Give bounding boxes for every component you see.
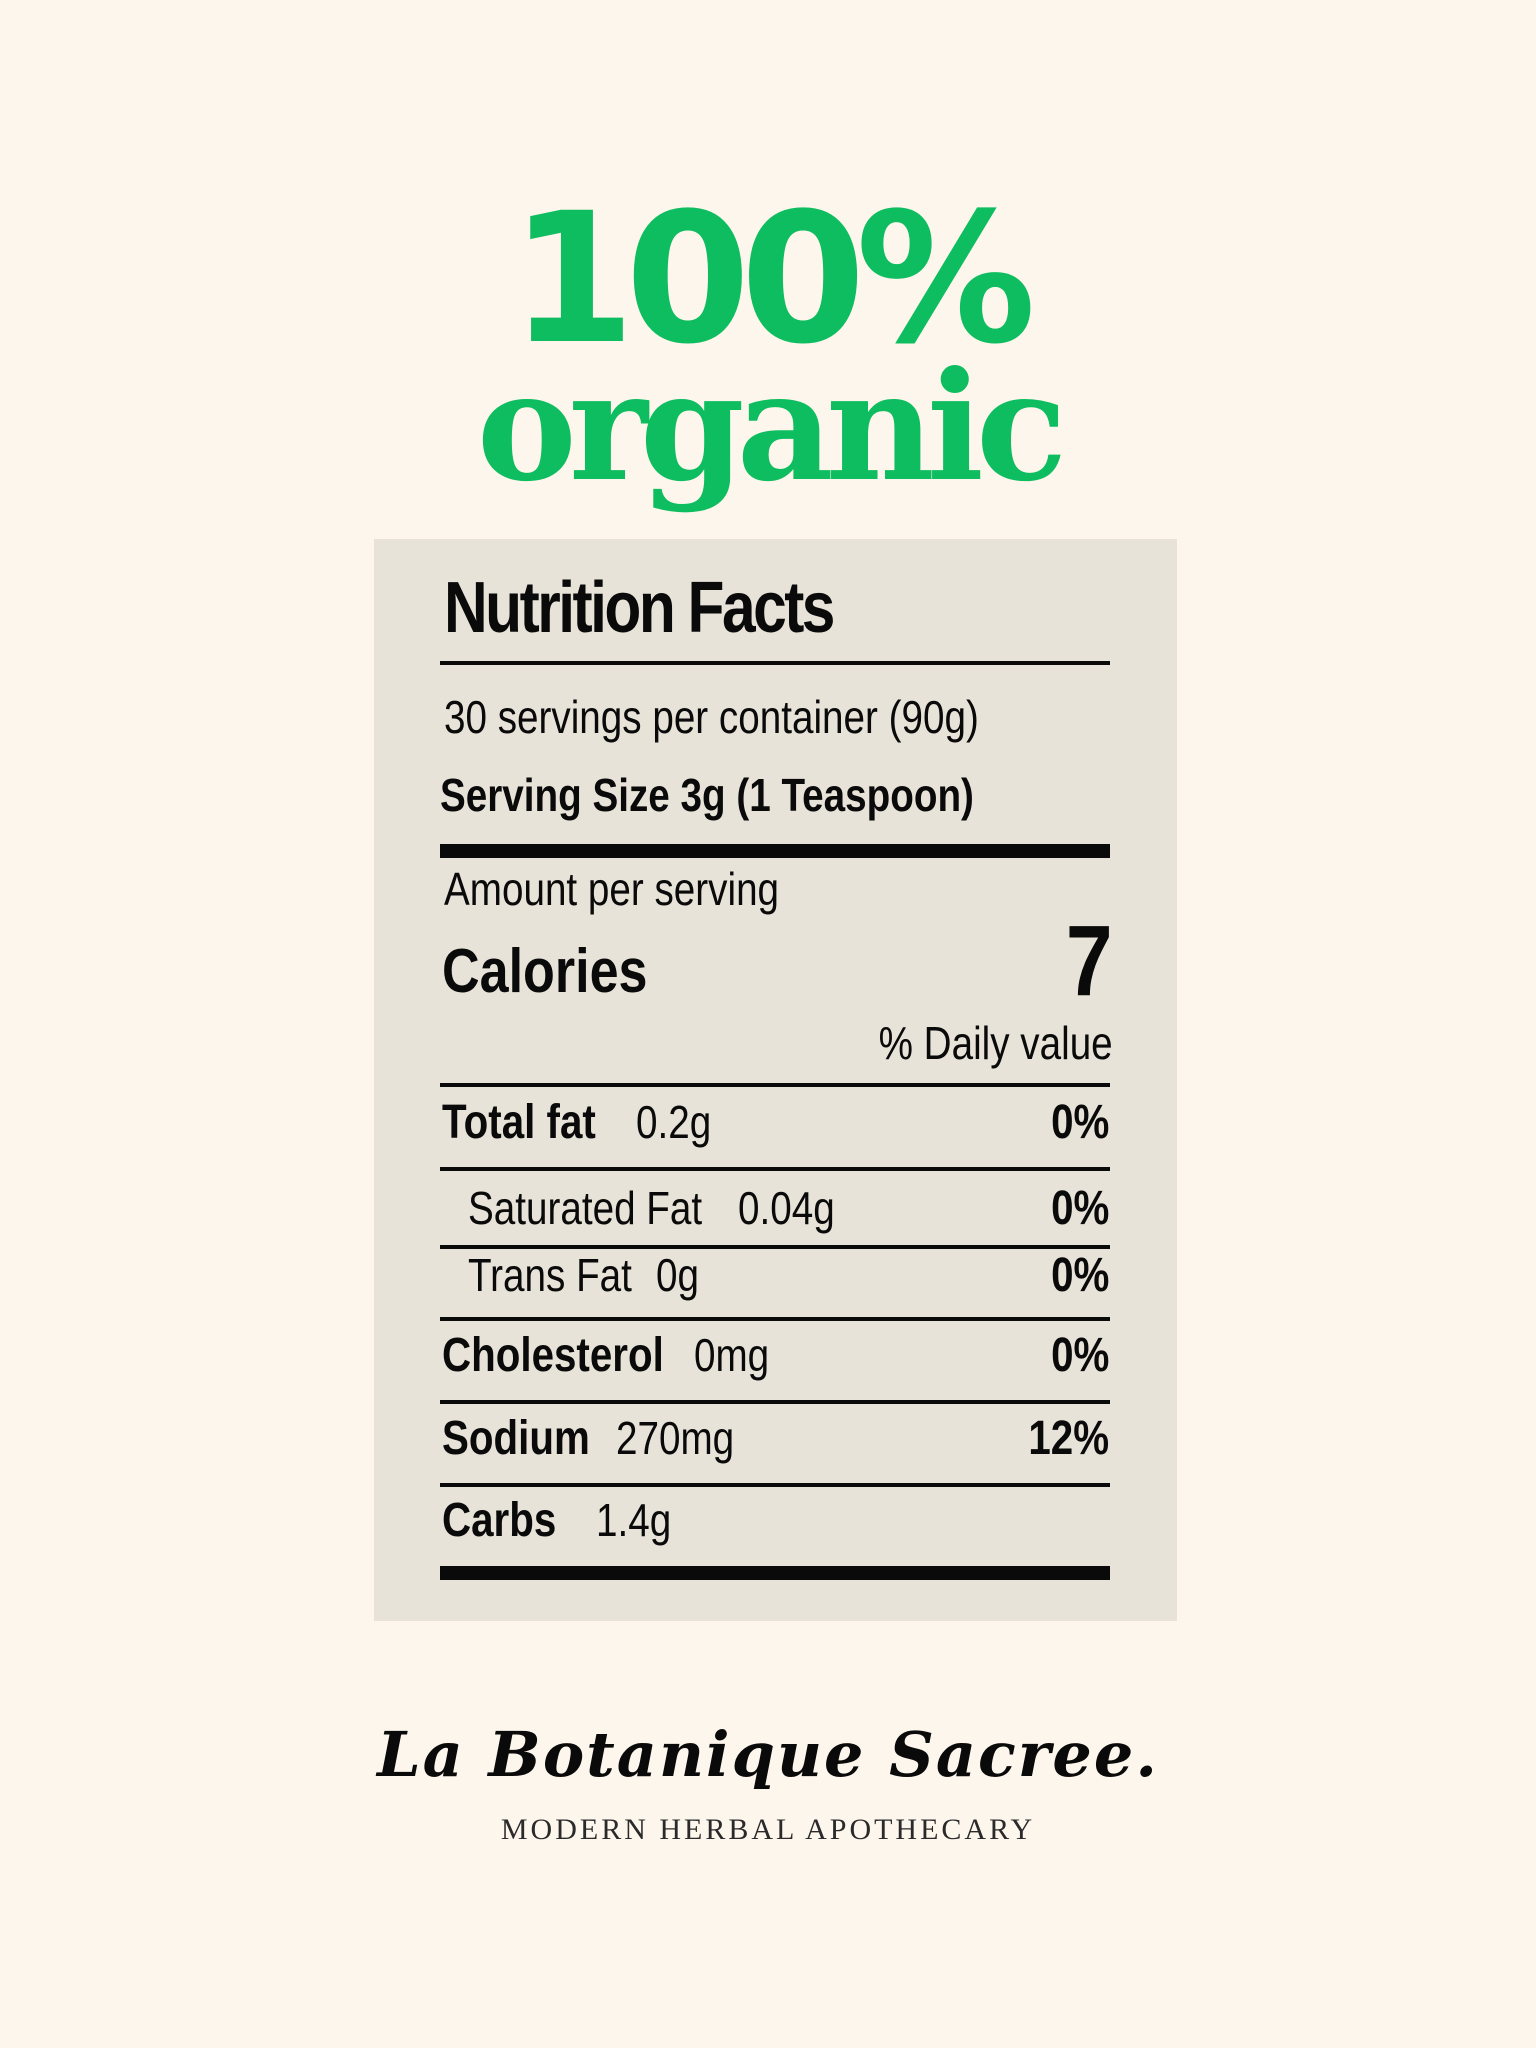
divider-dv	[440, 1083, 1110, 1087]
divider-row	[440, 1167, 1110, 1171]
nutrient-amount: 0mg	[694, 1329, 770, 1381]
brand-logo: La Botanique Sacree.	[377, 1718, 1159, 1791]
daily-value-header: % Daily value	[878, 1017, 1113, 1069]
nutrient-name: Cholesterol	[442, 1329, 664, 1382]
nutrient-dv: 12%	[1028, 1412, 1109, 1465]
headline-percent: 100%	[509, 175, 1036, 384]
divider-bottom	[440, 1566, 1110, 1580]
nutrient-name: Carbs	[442, 1494, 557, 1547]
nutrient-dv: 0%	[1050, 1329, 1109, 1382]
nutrition-facts-title: Nutrition Facts	[444, 568, 835, 648]
nutrient-dv: 0%	[1050, 1096, 1109, 1149]
divider-title	[440, 661, 1110, 665]
nutrient-name: Trans Fat	[468, 1249, 632, 1301]
serving-size: Serving Size 3g (1 Teaspoon)	[440, 769, 974, 821]
divider-row	[440, 1400, 1110, 1404]
nutrient-amount: 1.4g	[596, 1494, 672, 1546]
calories-label: Calories	[442, 937, 648, 1006]
brand-tagline: MODERN HERBAL APOTHECARY	[500, 1813, 1036, 1846]
nutrition-facts-panel: Nutrition Facts 30 servings per containe…	[374, 539, 1177, 1621]
divider-row	[440, 1245, 1110, 1249]
nutrient-name: Saturated Fat	[468, 1182, 703, 1234]
amount-per-serving: Amount per serving	[444, 863, 780, 915]
nutrient-amount: 0g	[656, 1249, 699, 1301]
nutrient-amount: 270mg	[616, 1412, 735, 1464]
calories-value: 7	[1066, 905, 1113, 1017]
nutrient-name: Total fat	[442, 1096, 596, 1149]
divider-row	[440, 1317, 1110, 1321]
nutrient-name: Sodium	[442, 1412, 590, 1465]
nutrient-dv: 0%	[1050, 1249, 1109, 1302]
headline-organic: organic	[476, 339, 1068, 515]
nutrient-amount: 0.2g	[636, 1096, 712, 1148]
divider-thick	[440, 844, 1110, 858]
nutrient-dv: 0%	[1050, 1182, 1109, 1235]
nutrient-amount: 0.04g	[738, 1182, 835, 1234]
divider-row	[440, 1483, 1110, 1487]
servings-per-container: 30 servings per container (90g)	[444, 691, 979, 743]
